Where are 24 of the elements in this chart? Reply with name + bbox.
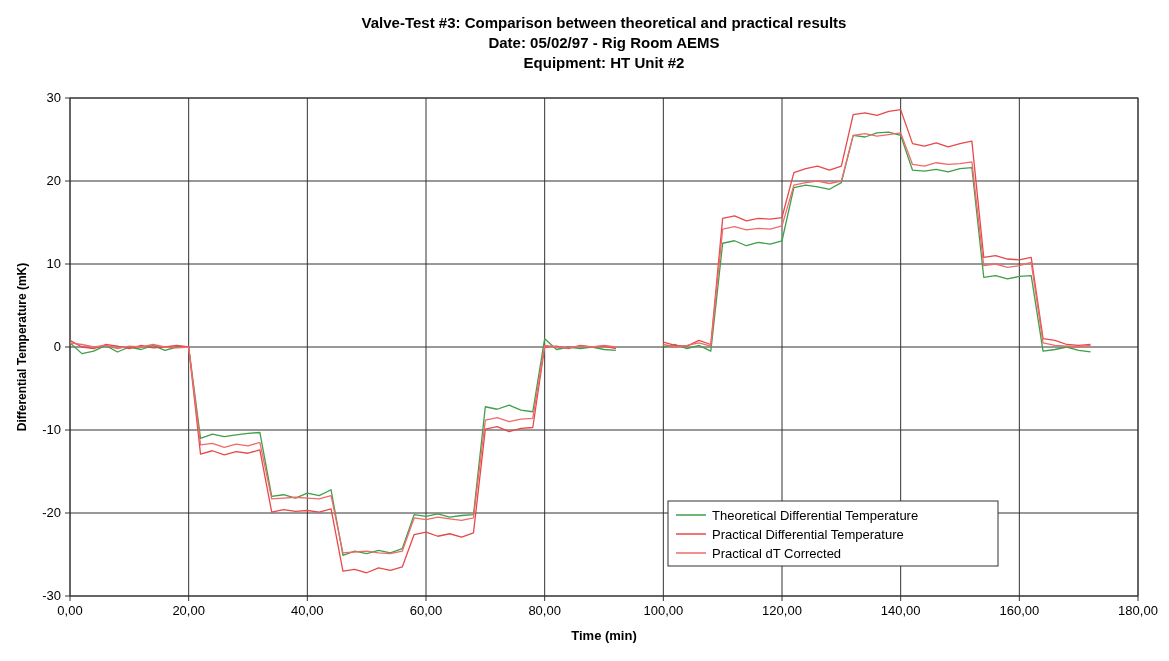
- y-tick-label: -10: [42, 422, 61, 437]
- y-tick-label: -30: [42, 588, 61, 603]
- x-tick-label: 140,00: [880, 603, 921, 618]
- y-tick-label: 20: [46, 173, 61, 188]
- chart-subtitle: Date: 05/02/97 - Rig Room AEMS Equipment: HT Unit #2: [488, 34, 720, 71]
- x-tick-label: 0,00: [57, 603, 83, 618]
- y-tick-label: 0: [53, 339, 61, 354]
- y-tick-label: -20: [42, 505, 61, 520]
- y-axis-title: Differential Temperature (mK): [15, 262, 29, 432]
- x-axis-title: Time (min): [571, 628, 637, 643]
- y-tick-label: 30: [46, 90, 61, 105]
- chart-title: Valve-Test #3: Comparison between theoretical and practical results: [361, 14, 847, 31]
- legend-label: Practical Differential Temperature: [712, 527, 904, 542]
- legend-label: Theoretical Differential Temperature: [712, 508, 919, 523]
- y-tick-label: 10: [46, 256, 61, 271]
- x-tick-label: 100,00: [643, 603, 684, 618]
- x-tick-label: 60,00: [409, 603, 443, 618]
- x-tick-label: 180,00: [1118, 603, 1158, 618]
- x-tick-label: 80,00: [528, 603, 561, 618]
- x-tick-label: 160,00: [999, 603, 1040, 618]
- x-tick-label: 40,00: [291, 603, 324, 618]
- x-tick-label: 20,00: [172, 603, 205, 618]
- legend-label: Practical dT Corrected: [712, 546, 842, 561]
- x-tick-label: 120,00: [762, 603, 802, 618]
